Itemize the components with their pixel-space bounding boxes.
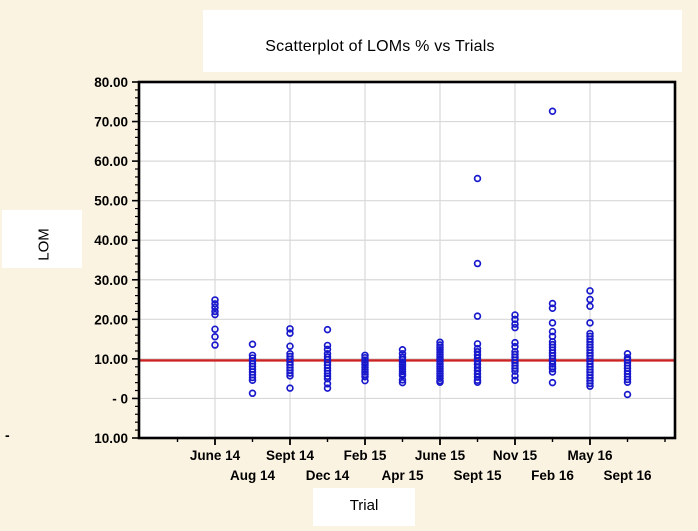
ylabel-background-patch — [2, 210, 82, 268]
y-tick-label: 20.00 — [94, 312, 128, 327]
data-point — [248, 373, 257, 382]
y-axis-title: LOM — [35, 228, 53, 261]
x-category-label: May 16 — [567, 448, 613, 463]
data-point — [286, 369, 294, 377]
y-tick-label: 30.00 — [94, 273, 128, 288]
data-point — [286, 372, 294, 380]
y-tick-label: 10.00 — [94, 352, 128, 367]
data-point — [511, 311, 519, 319]
data-point — [511, 367, 519, 375]
data-point — [511, 315, 519, 324]
data-point — [548, 327, 557, 336]
data-point — [511, 372, 519, 380]
title-background-patch — [203, 10, 682, 72]
data-point — [248, 389, 257, 398]
data-point — [548, 319, 557, 327]
data-point — [586, 319, 594, 327]
data-point — [586, 302, 594, 311]
data-point — [473, 259, 482, 268]
data-point — [586, 382, 594, 390]
data-point — [323, 384, 332, 392]
data-point — [473, 378, 482, 386]
data-point — [436, 378, 444, 386]
data-point — [361, 376, 369, 385]
data-point — [398, 371, 407, 380]
x-category-label: Aug 14 — [230, 468, 276, 483]
x-axis-title: Trial — [349, 497, 379, 514]
x-category-label: Nov 15 — [493, 448, 538, 463]
data-point — [211, 296, 219, 304]
data-point — [511, 338, 519, 347]
y-tick-label: - 0 — [112, 391, 128, 406]
data-point — [398, 378, 407, 387]
data-point — [398, 346, 407, 354]
data-point — [548, 304, 557, 313]
data-point — [548, 365, 557, 373]
data-point — [286, 384, 294, 392]
data-point — [211, 325, 219, 333]
x-category-label: Feb 16 — [531, 468, 574, 483]
y-tick-label: 40.00 — [94, 233, 128, 248]
x-category-label: Apr 15 — [381, 468, 424, 483]
plot-frame — [137, 80, 677, 440]
y-tick-label: 80.00 — [94, 75, 128, 90]
data-point — [211, 310, 219, 319]
data-point — [623, 390, 632, 399]
data-point — [323, 325, 332, 334]
y-tick-label: 10.00 — [94, 431, 128, 446]
data-point — [586, 379, 594, 388]
data-point — [211, 341, 219, 349]
data-point — [323, 341, 332, 350]
data-point — [286, 325, 294, 333]
data-point — [473, 340, 482, 348]
data-point — [323, 380, 332, 388]
data-point — [286, 329, 294, 337]
data-point — [248, 340, 257, 349]
data-point — [248, 376, 257, 384]
data-point — [623, 375, 632, 384]
data-point — [511, 320, 519, 328]
x-category-label: Sept 15 — [453, 468, 502, 483]
data-point — [511, 376, 519, 384]
data-point — [548, 360, 557, 368]
chart-title: Scatterplot of LOMs % vs Trials — [265, 38, 495, 55]
data-point — [473, 174, 482, 183]
y-tick-label: 50.00 — [94, 194, 128, 209]
y-tick-label: 60.00 — [94, 154, 128, 169]
plot-area — [139, 82, 675, 438]
displaced-minus-sign: - — [5, 427, 10, 443]
data-point — [361, 372, 369, 381]
data-point — [511, 364, 519, 373]
data-point — [511, 323, 519, 332]
data-point — [211, 332, 219, 341]
data-point — [548, 368, 557, 376]
xlabel-background-patch — [313, 488, 415, 526]
x-category-label: Dec 14 — [306, 468, 350, 483]
data-point — [548, 378, 557, 387]
x-category-label: June 15 — [415, 448, 466, 463]
data-point — [211, 307, 219, 316]
data-point — [323, 345, 332, 354]
y-tick-label: 70.00 — [94, 115, 128, 130]
data-point — [548, 299, 557, 308]
data-point — [548, 107, 557, 116]
data-point — [623, 378, 632, 386]
x-category-label: June 14 — [190, 448, 241, 463]
data-point — [211, 303, 219, 312]
data-point — [586, 287, 594, 295]
data-point — [211, 300, 219, 308]
data-point — [398, 376, 407, 384]
data-point — [586, 295, 594, 304]
data-point — [473, 312, 482, 320]
x-category-label: Sept 14 — [266, 448, 315, 463]
data-point — [286, 342, 294, 350]
x-category-label: Sept 16 — [603, 468, 652, 483]
x-category-label: Feb 15 — [344, 448, 387, 463]
